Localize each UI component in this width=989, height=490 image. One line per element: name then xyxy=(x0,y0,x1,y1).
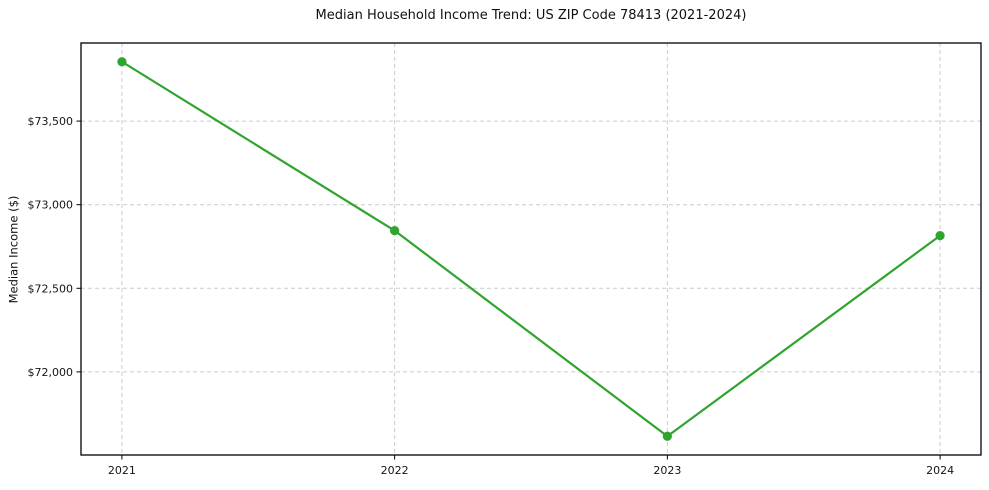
y-tick-label: $72,500 xyxy=(28,282,74,295)
x-tick-label: 2021 xyxy=(108,464,136,477)
y-tick-label: $73,000 xyxy=(28,199,74,212)
data-point-2022 xyxy=(390,226,400,236)
x-tick-label: 2023 xyxy=(653,464,681,477)
data-point-2024 xyxy=(935,231,945,241)
x-tick-label: 2022 xyxy=(381,464,409,477)
y-tick-label: $72,000 xyxy=(28,366,74,379)
y-tick-label: $73,500 xyxy=(28,115,74,128)
x-tick-label: 2024 xyxy=(926,464,954,477)
data-point-2023 xyxy=(662,431,672,441)
chart-title: Median Household Income Trend: US ZIP Co… xyxy=(315,8,747,23)
plot-border xyxy=(80,42,982,456)
data-point-2021 xyxy=(117,57,127,67)
trend-line xyxy=(120,60,942,438)
